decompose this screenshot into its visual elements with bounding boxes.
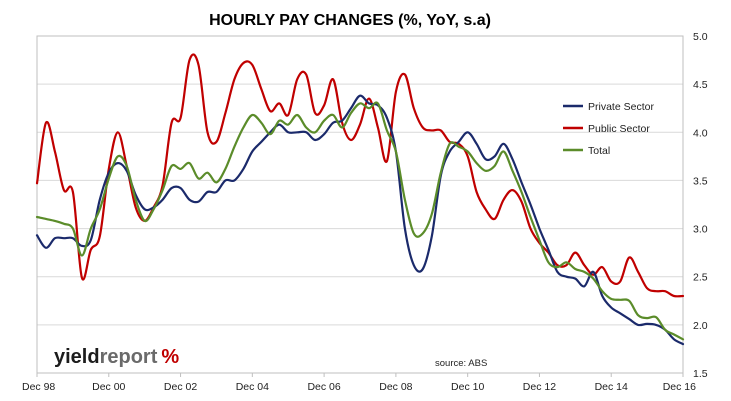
legend-label-public-sector: Public Sector — [588, 123, 650, 135]
y-tick-label: 4.0 — [693, 127, 708, 139]
x-tick-label: Dec 02 — [164, 381, 197, 393]
legend-label-total: Total — [588, 145, 610, 157]
logo-text-report: report — [100, 346, 158, 368]
gridlines — [37, 35, 683, 374]
x-tick-label: Dec 00 — [92, 381, 125, 393]
series-lines — [35, 53, 685, 346]
legend-label-private-sector: Private Sector — [588, 101, 654, 113]
legend: Private Sector Public Sector Total — [563, 101, 654, 157]
chart-title: HOURLY PAY CHANGES (%, YoY, s.a) — [209, 12, 491, 29]
y-axis: 5.0 4.5 4.0 3.5 3.0 2.5 2.0 1.5 — [693, 31, 708, 380]
y-tick-label: 2.5 — [693, 272, 708, 284]
logo-text-yield: yield — [54, 346, 100, 368]
x-axis: Dec 98 Dec 00 Dec 02 Dec 04 Dec 06 Dec 08 Dec … — [22, 373, 696, 393]
x-tick-label: Dec 10 — [451, 381, 484, 393]
y-tick-label: 3.0 — [693, 224, 708, 236]
x-tick-label: Dec 14 — [595, 381, 628, 393]
y-tick-label: 4.5 — [693, 79, 708, 91]
y-tick-label: 5.0 — [693, 31, 708, 43]
source-note: source: ABS — [435, 358, 487, 369]
plot-area-frame — [36, 35, 684, 374]
yieldreport-logo: yieldreport% — [54, 346, 179, 368]
private-sector-line — [35, 94, 685, 346]
y-tick-label: 3.5 — [693, 175, 708, 187]
x-tick-label: Dec 98 — [22, 381, 55, 393]
x-tick-label: Dec 04 — [236, 381, 269, 393]
total-line — [35, 101, 685, 341]
logo-percent-symbol: % — [161, 346, 179, 368]
x-tick-label: Dec 12 — [523, 381, 556, 393]
x-tick-label: Dec 16 — [663, 381, 696, 393]
y-tick-label: 1.5 — [693, 368, 708, 380]
x-tick-label: Dec 08 — [379, 381, 412, 393]
y-tick-label: 2.0 — [693, 320, 708, 332]
svg-text:yieldreport%: yieldreport% — [54, 346, 179, 368]
x-tick-label: Dec 06 — [307, 381, 340, 393]
